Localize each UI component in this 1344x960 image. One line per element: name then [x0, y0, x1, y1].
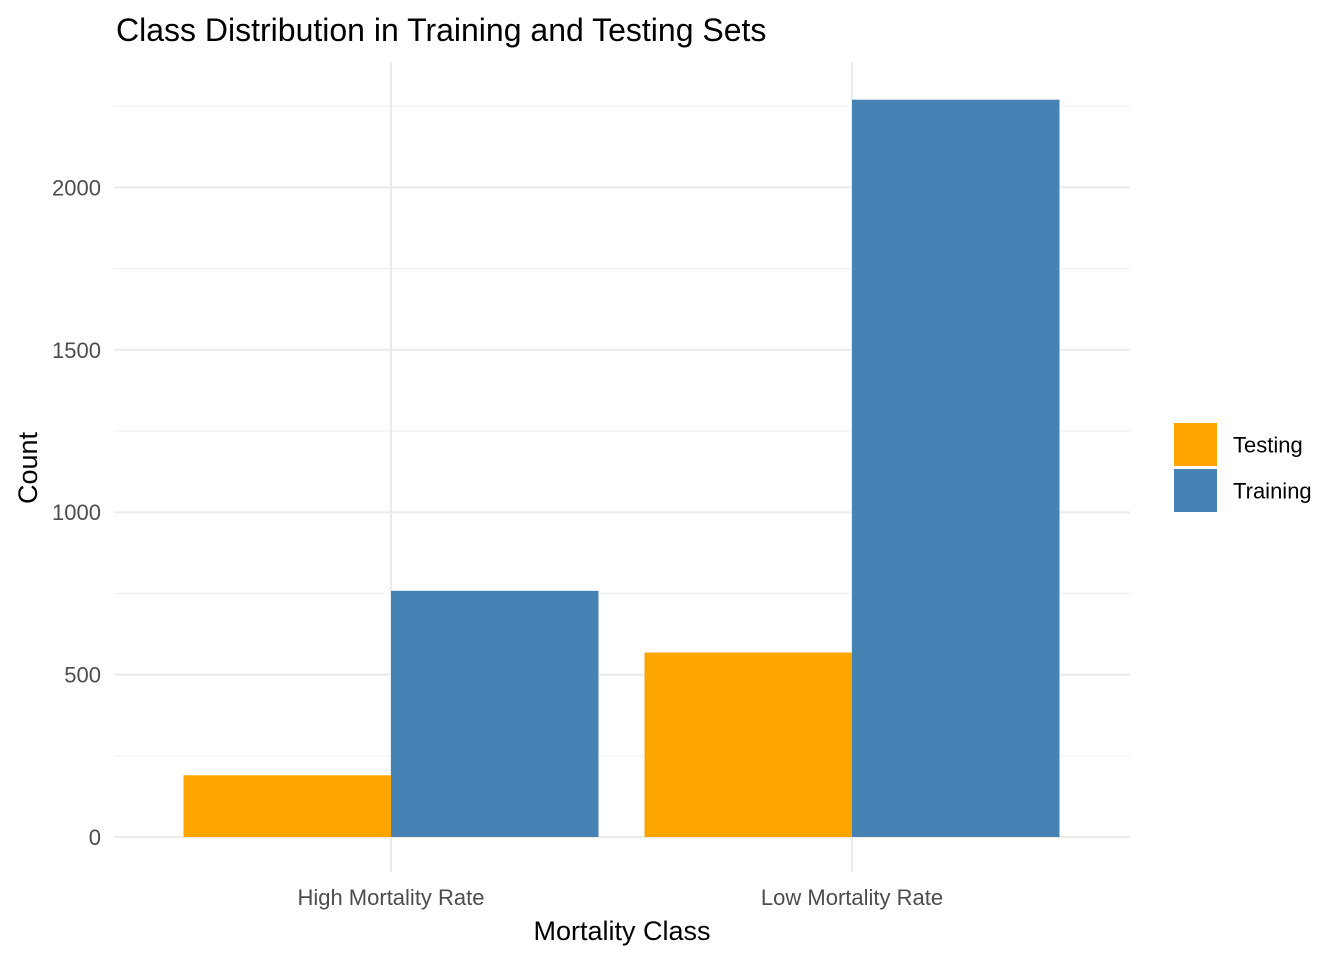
- x-axis-ticks: High Mortality Rate Low Mortality Rate: [297, 885, 943, 910]
- bar-training-2: [852, 99, 1060, 838]
- legend-key-training: [1174, 469, 1217, 512]
- y-tick-label: 2000: [52, 175, 101, 200]
- bars: [183, 99, 1060, 838]
- x-axis-title: Mortality Class: [533, 916, 710, 946]
- chart-title: Class Distribution in Training and Testi…: [116, 12, 766, 48]
- bar-testing-2: [644, 652, 852, 837]
- y-tick-label: 0: [89, 825, 101, 850]
- x-tick-label: Low Mortality Rate: [761, 885, 943, 910]
- y-tick-label: 1000: [52, 500, 101, 525]
- bar-training-1: [391, 590, 599, 837]
- y-axis-ticks: 0 500 1000 1500 2000: [52, 175, 101, 850]
- legend-label-testing: Testing: [1233, 433, 1303, 458]
- legend-label-training: Training: [1233, 479, 1312, 504]
- x-tick-label: High Mortality Rate: [297, 885, 484, 910]
- bar-testing-1: [183, 775, 391, 837]
- y-tick-label: 1500: [52, 338, 101, 363]
- legend: Testing Training: [1174, 423, 1312, 512]
- y-axis-title: Count: [13, 431, 43, 504]
- y-tick-label: 500: [64, 663, 101, 688]
- legend-key-testing: [1174, 423, 1217, 466]
